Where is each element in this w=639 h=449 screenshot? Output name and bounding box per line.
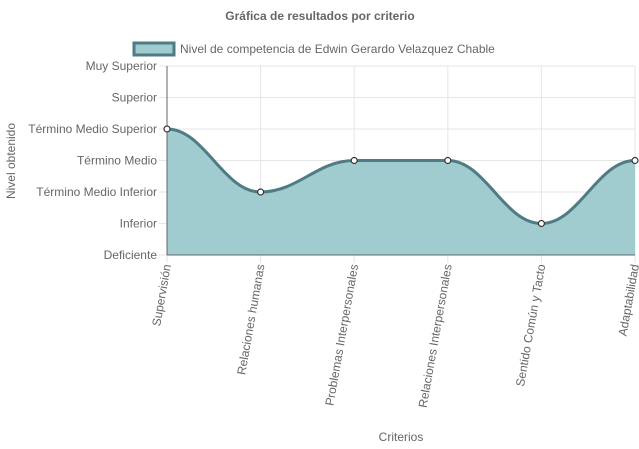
legend-swatch[interactable]	[132, 41, 176, 57]
y-tick-label: Término Medio Inferior	[36, 185, 157, 199]
y-tick-label: Término Medio Superior	[28, 122, 157, 136]
y-tick-label: Inferior	[120, 217, 157, 231]
series-area	[166, 127, 636, 255]
y-tick-label: Muy Superior	[86, 59, 157, 73]
series-area-fill	[167, 129, 635, 255]
y-tick-label: Superior	[112, 91, 157, 105]
legend-label[interactable]: Nivel de competencia de Edwin Gerardo Ve…	[180, 42, 495, 56]
x-tick-label: Sentido Común y Tacto	[513, 263, 548, 388]
data-point[interactable]	[631, 156, 639, 165]
x-tick-label: Adaptabilidad	[616, 263, 639, 337]
data-point[interactable]	[257, 188, 265, 196]
data-point[interactable]	[163, 125, 171, 133]
y-axis-label: Nivel obtenido	[4, 123, 18, 199]
x-axis-label: Criterios	[379, 430, 424, 444]
series-line	[166, 127, 636, 226]
x-axis-ticks: Supervisión Relaciones humanas Problemas I…	[149, 263, 639, 409]
data-point[interactable]	[537, 219, 546, 228]
x-tick-label: Problemas Interpersonales	[322, 263, 361, 407]
chart-title: Gráfica de resultados por criterio	[225, 9, 414, 23]
x-tick-label: Relaciones Interpersonales	[416, 263, 455, 409]
data-point[interactable]	[444, 156, 452, 165]
chart-axes	[166, 66, 635, 256]
chart-legend[interactable]: Nivel de competencia de Edwin Gerardo Ve…	[132, 41, 495, 57]
y-axis-ticks: Deficiente Inferior Término Medio Inferior…	[28, 59, 157, 262]
x-tick-label: Supervisión	[149, 263, 174, 327]
y-tick-label: Término Medio	[77, 154, 157, 168]
data-points	[163, 125, 639, 228]
data-point[interactable]	[350, 156, 358, 165]
x-tick-label: Relaciones humanas	[234, 263, 267, 376]
y-tick-label: Deficiente	[104, 248, 158, 262]
